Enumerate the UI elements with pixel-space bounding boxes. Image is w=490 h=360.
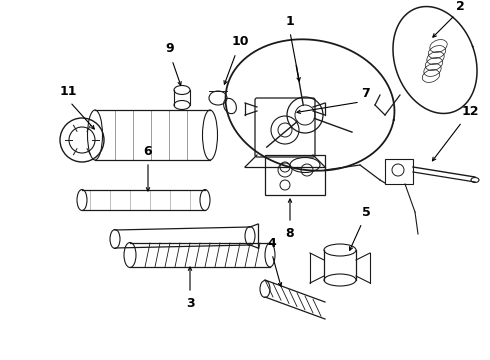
Text: 2: 2 [456,0,465,13]
Text: 3: 3 [186,297,195,310]
Text: 1: 1 [286,15,294,28]
Text: 7: 7 [361,87,369,100]
Text: 9: 9 [166,42,174,55]
Text: 10: 10 [231,35,249,48]
Bar [265,155,325,195]
Text: 8: 8 [286,227,294,240]
Text: 5: 5 [362,206,370,219]
Text: 11: 11 [59,85,77,98]
Text: 6: 6 [144,145,152,158]
Text: 4: 4 [268,237,276,250]
Text: 12: 12 [461,105,479,118]
Bar [385,159,413,184]
